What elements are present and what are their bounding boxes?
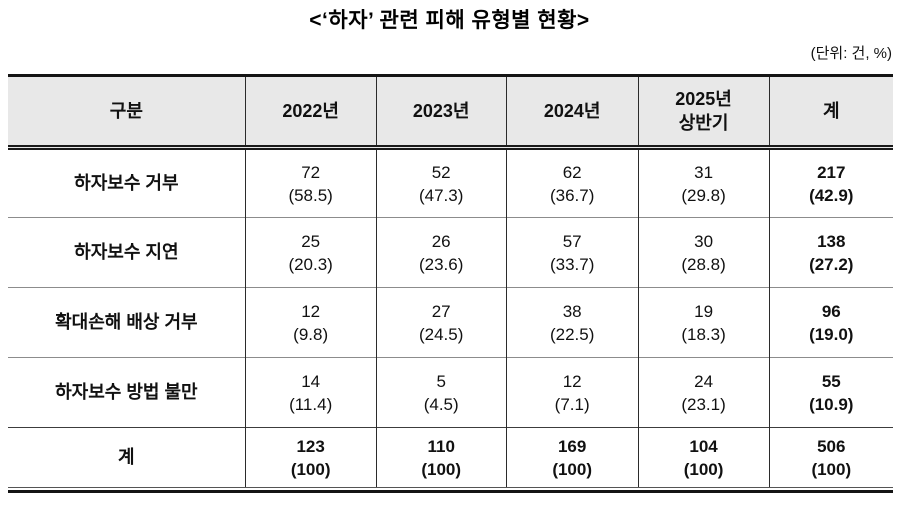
cell-count: 96: [821, 301, 841, 321]
cell-percent: (28.8): [681, 254, 726, 274]
cell-percent: (58.5): [288, 185, 333, 205]
row-label-total: 계: [8, 427, 246, 488]
cell-percent: (47.3): [418, 185, 464, 205]
column-header-2024: 2024년: [505, 75, 639, 150]
table-cell: 110 (100): [375, 427, 507, 488]
table-cell-total: 96 (19.0): [768, 287, 893, 358]
table-cell: 62 (36.7): [505, 147, 639, 218]
cell-percent: (42.9): [809, 185, 854, 205]
damage-type-table: 구분 2022년 2023년 2024년 2025년 상반기 계 하자보수 거부…: [8, 74, 893, 488]
cell-percent: (11.4): [289, 394, 333, 414]
cell-percent: (20.3): [288, 254, 333, 274]
column-header-total: 계: [768, 75, 893, 150]
table-cell: 26 (23.6): [375, 217, 507, 288]
table-cell: 52 (47.3): [375, 147, 507, 218]
cell-percent: (24.5): [418, 324, 464, 344]
table-cell: 14 (11.4): [244, 357, 377, 428]
table-cell-total: 55 (10.9): [768, 357, 893, 428]
table-cell: 25 (20.3): [244, 217, 377, 288]
cell-count: 62: [562, 162, 582, 182]
header-row: 구분 2022년 2023년 2024년 2025년 상반기 계: [8, 75, 893, 150]
table-row-repair-refusal: 하자보수 거부 72 (58.5) 52 (47.3) 62 (36.7) 3: [8, 147, 893, 218]
cell-percent: (19.0): [809, 324, 854, 344]
table-cell-grand-total: 506 (100): [768, 427, 893, 488]
cell-percent: (29.8): [681, 185, 726, 205]
row-label: 확대손해 배상 거부: [8, 287, 246, 358]
column-header-category: 구분: [8, 75, 246, 150]
cell-count: 24: [694, 371, 714, 391]
cell-count: 12: [562, 371, 582, 391]
page-title: <‘하자’ 관련 피해 유형별 현황>: [309, 9, 590, 32]
cell-count: 52: [431, 162, 451, 182]
cell-count: 5: [436, 371, 446, 391]
cell-percent: (100): [290, 459, 331, 479]
cell-count: 104: [689, 436, 718, 456]
cell-count: 26: [431, 231, 451, 251]
table-row-total: 계 123 (100) 110 (100) 169 (100) 104: [8, 427, 893, 488]
cell-count: 57: [562, 231, 582, 251]
unit-label: (단위: 건, %): [810, 45, 892, 62]
table-cell: 5 (4.5): [375, 357, 507, 428]
cell-percent: (22.5): [549, 324, 595, 344]
table-row-repair-delay: 하자보수 지연 25 (20.3) 26 (23.6) 57 (33.7) 3: [8, 217, 893, 288]
table-cell: 169 (100): [505, 427, 639, 488]
row-label: 하자보수 방법 불만: [8, 357, 246, 428]
table-cell: 12 (7.1): [505, 357, 639, 428]
cell-percent: (27.2): [809, 254, 854, 274]
table-cell-total: 217 (42.9): [768, 147, 893, 218]
table-cell: 27 (24.5): [375, 287, 507, 358]
column-header-2023: 2023년: [375, 75, 507, 150]
table-cell-total: 138 (27.2): [768, 217, 893, 288]
cell-percent: (9.8): [293, 324, 329, 344]
cell-count: 25: [301, 231, 321, 251]
table-cell: 38 (22.5): [505, 287, 639, 358]
cell-count: 169: [557, 436, 587, 456]
cell-percent: (7.1): [554, 394, 590, 414]
column-header-2022: 2022년: [244, 75, 377, 150]
table-cell: 12 (9.8): [244, 287, 377, 358]
table-row-repair-method-complaint: 하자보수 방법 불만 14 (11.4) 5 (4.5) 12 (7.1) 2: [8, 357, 893, 428]
cell-percent: (4.5): [423, 394, 459, 414]
table-row-damage-compensation-refusal: 확대손해 배상 거부 12 (9.8) 27 (24.5) 38 (22.5): [8, 287, 893, 358]
cell-count: 12: [301, 301, 321, 321]
cell-count: 31: [694, 162, 714, 182]
cell-percent: (33.7): [549, 254, 595, 274]
cell-count: 55: [821, 371, 841, 391]
row-label: 하자보수 거부: [74, 173, 179, 193]
cell-count: 506: [817, 436, 846, 456]
cell-count: 30: [694, 231, 714, 251]
cell-count: 217: [817, 162, 846, 182]
cell-count: 14: [301, 371, 321, 391]
cell-percent: (100): [811, 459, 852, 479]
cell-percent: (100): [552, 459, 592, 479]
cell-percent: (10.9): [809, 394, 854, 414]
cell-count: 38: [562, 301, 582, 321]
cell-count: 72: [301, 162, 321, 182]
cell-count: 110: [427, 436, 455, 456]
table-cell: 123 (100): [244, 427, 377, 488]
table-cell: 24 (23.1): [637, 357, 770, 428]
data-table-wrapper: 구분 2022년 2023년 2024년 2025년 상반기 계 하자보수 거부…: [8, 74, 893, 493]
cell-count: 19: [694, 301, 714, 321]
cell-percent: (100): [683, 459, 724, 479]
cell-percent: (18.3): [681, 324, 726, 344]
cell-percent: (36.7): [549, 185, 595, 205]
cell-count: 138: [817, 231, 846, 251]
table-cell: 72 (58.5): [244, 147, 377, 218]
cell-count: 123: [296, 436, 325, 456]
cell-percent: (23.6): [418, 254, 464, 274]
column-header-2025h1: 2025년 상반기: [637, 75, 770, 150]
table-cell: 30 (28.8): [637, 217, 770, 288]
table-cell: 19 (18.3): [637, 287, 770, 358]
table-cell: 31 (29.8): [637, 147, 770, 218]
cell-percent: (100): [421, 459, 462, 479]
cell-count: 27: [431, 301, 451, 321]
cell-percent: (23.1): [681, 394, 726, 414]
row-label: 하자보수 지연: [8, 217, 246, 288]
table-cell: 104 (100): [637, 427, 770, 488]
table-cell: 57 (33.7): [505, 217, 639, 288]
